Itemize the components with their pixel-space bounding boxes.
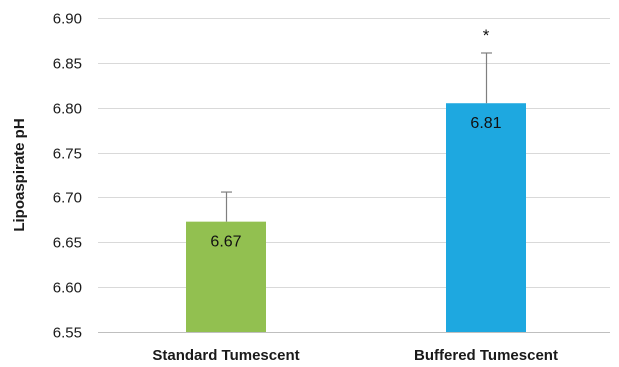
gridlines bbox=[98, 18, 610, 333]
data-label: 6.67 bbox=[210, 234, 241, 251]
x-axis-labels: Standard Tumescent Buffered Tumescent bbox=[152, 347, 558, 364]
y-tick-label: 6.70 bbox=[53, 190, 82, 207]
significance-marker: * bbox=[483, 26, 490, 45]
bar bbox=[446, 103, 526, 332]
error-bars bbox=[221, 52, 492, 222]
bars bbox=[186, 103, 526, 332]
y-axis-title: Lipoaspirate pH bbox=[11, 118, 28, 231]
data-labels: 6.67 6.81 * bbox=[210, 26, 501, 251]
y-tick-label: 6.60 bbox=[53, 280, 82, 297]
data-label: 6.81 bbox=[470, 115, 501, 132]
y-tick-label: 6.55 bbox=[53, 325, 82, 342]
y-tick-label: 6.90 bbox=[53, 11, 82, 28]
y-tick-label: 6.85 bbox=[53, 56, 82, 73]
y-axis-ticks: 6.55 6.60 6.65 6.70 6.75 6.80 6.85 6.90 bbox=[53, 11, 82, 342]
y-tick-label: 6.75 bbox=[53, 146, 82, 163]
y-tick-label: 6.80 bbox=[53, 101, 82, 118]
x-tick-label: Standard Tumescent bbox=[152, 347, 299, 364]
x-tick-label: Buffered Tumescent bbox=[414, 347, 558, 364]
bar bbox=[186, 221, 266, 332]
y-tick-label: 6.65 bbox=[53, 235, 82, 252]
